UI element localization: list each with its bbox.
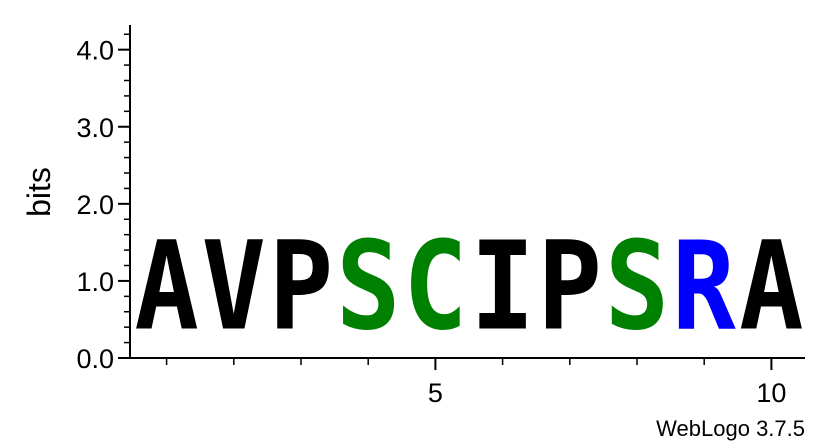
logo-letter-s: S xyxy=(336,216,400,358)
y-tick-label: 0.0 xyxy=(76,344,114,374)
logo-letter-v: V xyxy=(202,216,266,358)
x-tick-label: 10 xyxy=(756,378,786,408)
y-tick-label: 4.0 xyxy=(76,36,114,66)
weblogo-credit: WebLogo 3.7.5 xyxy=(656,416,805,441)
x-tick-label: 5 xyxy=(428,378,443,408)
logo-letter-s: S xyxy=(605,216,669,358)
y-tick-label: 1.0 xyxy=(76,267,114,297)
logo-letter-p: P xyxy=(538,216,602,358)
y-axis: 0.0 1.0 2.0 3.0 4.0 xyxy=(76,25,131,374)
y-axis-title: bits xyxy=(21,167,57,217)
y-tick-label: 3.0 xyxy=(76,113,114,143)
y-tick-label: 2.0 xyxy=(76,190,114,220)
logo-letter-r: R xyxy=(672,216,736,358)
logo-letter-i: I xyxy=(470,216,534,358)
x-axis: 5 10 xyxy=(130,357,805,408)
logo-letter-c: C xyxy=(403,216,467,358)
logo-letter-a: A xyxy=(134,216,198,358)
logo-letter-p: P xyxy=(269,216,333,358)
logo-letter-a: A xyxy=(739,216,803,358)
